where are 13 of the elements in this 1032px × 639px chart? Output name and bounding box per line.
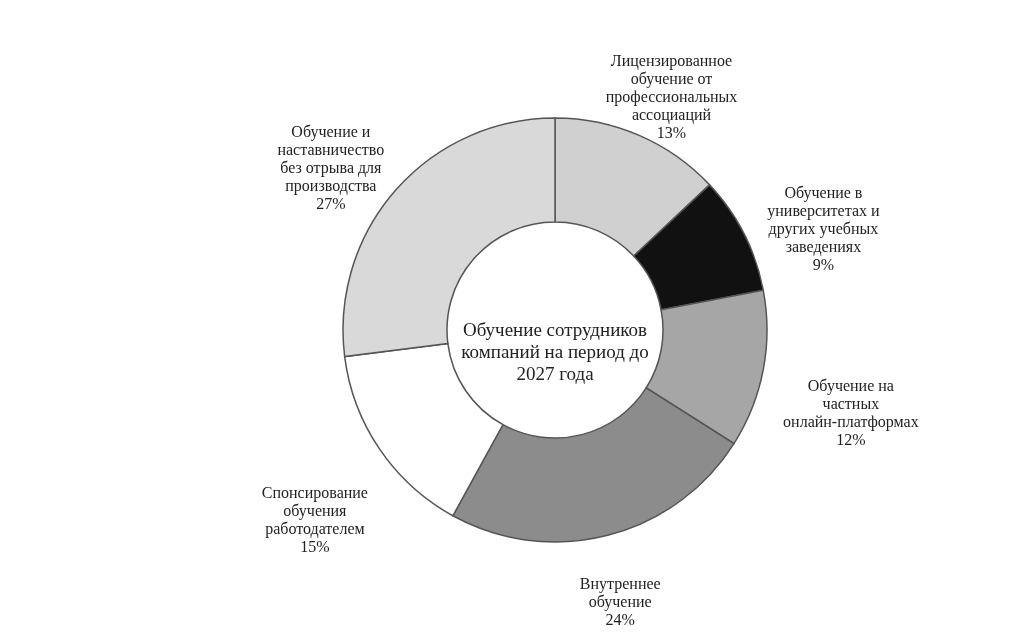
data-label: 24% — [605, 611, 635, 629]
data-label: 13% — [656, 123, 687, 141]
data-label: 12% — [836, 431, 866, 449]
slice-label: Обучение в университетах и других учебных заведениях — [767, 184, 880, 257]
slice-label: Обучение и наставничество без отрыва для производства — [277, 123, 385, 196]
data-label: 15% — [300, 538, 330, 556]
data-label: 27% — [316, 195, 346, 213]
slice-label: Обучение на частных онлайн-платформах — [783, 377, 919, 432]
text: Обучение сотрудников компаний на период до 2027 года — [461, 319, 649, 384]
data-label: 9% — [812, 256, 835, 274]
slice-label: Внутреннее обучение — [579, 575, 661, 612]
slice-label: Спонсирование обучения работодателем — [261, 484, 368, 539]
slice-label: Лицензированное обучение от профессиональных ассоциаций — [605, 51, 738, 124]
